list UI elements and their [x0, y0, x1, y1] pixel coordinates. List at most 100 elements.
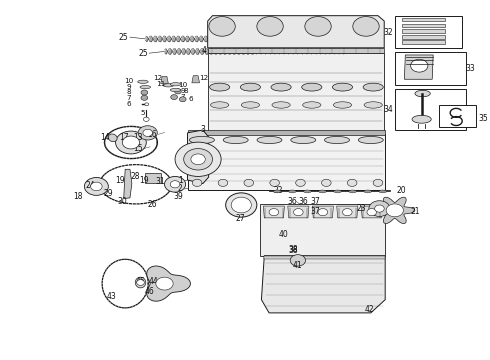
Ellipse shape [272, 102, 290, 108]
Circle shape [184, 149, 213, 170]
Circle shape [165, 176, 186, 192]
Bar [402, 23, 445, 27]
Circle shape [171, 95, 177, 100]
Ellipse shape [294, 208, 303, 216]
Text: 25: 25 [119, 33, 128, 42]
Ellipse shape [353, 17, 379, 36]
Ellipse shape [332, 83, 353, 91]
Ellipse shape [415, 90, 430, 97]
Text: 12: 12 [153, 75, 162, 81]
Text: 23: 23 [356, 204, 366, 213]
Ellipse shape [333, 102, 352, 108]
Ellipse shape [358, 136, 383, 144]
Polygon shape [161, 76, 169, 84]
Text: 41: 41 [293, 261, 303, 270]
Text: 10: 10 [124, 78, 133, 84]
Ellipse shape [138, 80, 148, 84]
Polygon shape [261, 204, 385, 256]
Ellipse shape [163, 84, 173, 87]
Circle shape [218, 179, 228, 186]
Text: 31: 31 [156, 177, 166, 186]
Bar [395, 89, 466, 130]
Circle shape [84, 177, 108, 195]
Polygon shape [188, 130, 385, 135]
Ellipse shape [170, 88, 181, 91]
Text: 27: 27 [235, 214, 245, 223]
Text: 17: 17 [119, 133, 128, 142]
Ellipse shape [269, 208, 279, 216]
Circle shape [141, 90, 147, 95]
Ellipse shape [226, 193, 257, 217]
Text: 21: 21 [410, 207, 419, 216]
Polygon shape [208, 16, 384, 48]
Text: 34: 34 [384, 105, 393, 114]
Text: 42: 42 [365, 305, 375, 314]
Text: 2: 2 [178, 184, 183, 193]
Text: 9: 9 [126, 84, 131, 90]
Text: 6: 6 [189, 96, 193, 102]
Text: 14: 14 [100, 133, 109, 142]
Circle shape [411, 59, 428, 72]
Text: 43: 43 [107, 292, 117, 301]
Text: 28: 28 [130, 172, 140, 181]
Text: 13: 13 [133, 133, 143, 142]
Text: 7: 7 [180, 94, 185, 100]
Text: 10: 10 [178, 82, 187, 88]
Circle shape [179, 97, 186, 102]
Circle shape [321, 179, 331, 186]
Text: 35: 35 [478, 114, 488, 123]
Ellipse shape [209, 17, 235, 36]
Bar [395, 17, 462, 48]
Circle shape [375, 205, 384, 212]
Polygon shape [361, 206, 382, 218]
Polygon shape [208, 53, 384, 132]
Ellipse shape [211, 102, 229, 108]
Circle shape [144, 117, 149, 121]
Polygon shape [192, 76, 199, 83]
Ellipse shape [190, 136, 215, 144]
Bar [402, 29, 445, 33]
Circle shape [141, 95, 147, 100]
Circle shape [156, 277, 173, 290]
Circle shape [244, 179, 254, 186]
Ellipse shape [223, 136, 248, 144]
Ellipse shape [324, 136, 349, 144]
Text: 5: 5 [141, 110, 145, 116]
Text: 12: 12 [199, 75, 208, 81]
Text: 16: 16 [147, 130, 157, 139]
Bar [402, 35, 445, 39]
Ellipse shape [363, 83, 383, 91]
Ellipse shape [231, 197, 251, 213]
Polygon shape [337, 206, 358, 218]
Text: 39: 39 [173, 192, 183, 201]
Text: 18: 18 [74, 192, 83, 201]
Bar [146, 173, 161, 183]
Ellipse shape [257, 136, 282, 144]
Text: 32: 32 [384, 28, 393, 37]
Text: 40: 40 [279, 230, 288, 239]
Circle shape [373, 179, 383, 186]
Text: 37: 37 [311, 197, 320, 206]
Ellipse shape [303, 102, 321, 108]
Ellipse shape [240, 83, 261, 91]
Ellipse shape [241, 102, 260, 108]
Circle shape [347, 179, 357, 186]
Ellipse shape [367, 208, 376, 216]
Text: 29: 29 [103, 189, 113, 198]
Ellipse shape [412, 115, 431, 123]
Ellipse shape [305, 17, 331, 36]
Circle shape [122, 136, 140, 149]
Ellipse shape [108, 134, 117, 142]
Circle shape [369, 201, 390, 216]
Circle shape [191, 154, 205, 165]
Text: 37: 37 [311, 207, 320, 216]
Ellipse shape [135, 277, 146, 288]
Circle shape [386, 204, 403, 217]
Text: 15: 15 [133, 144, 143, 153]
Circle shape [290, 255, 306, 266]
Ellipse shape [379, 190, 387, 193]
Polygon shape [124, 169, 132, 199]
Circle shape [174, 89, 181, 94]
Circle shape [295, 179, 305, 186]
Polygon shape [375, 197, 415, 224]
